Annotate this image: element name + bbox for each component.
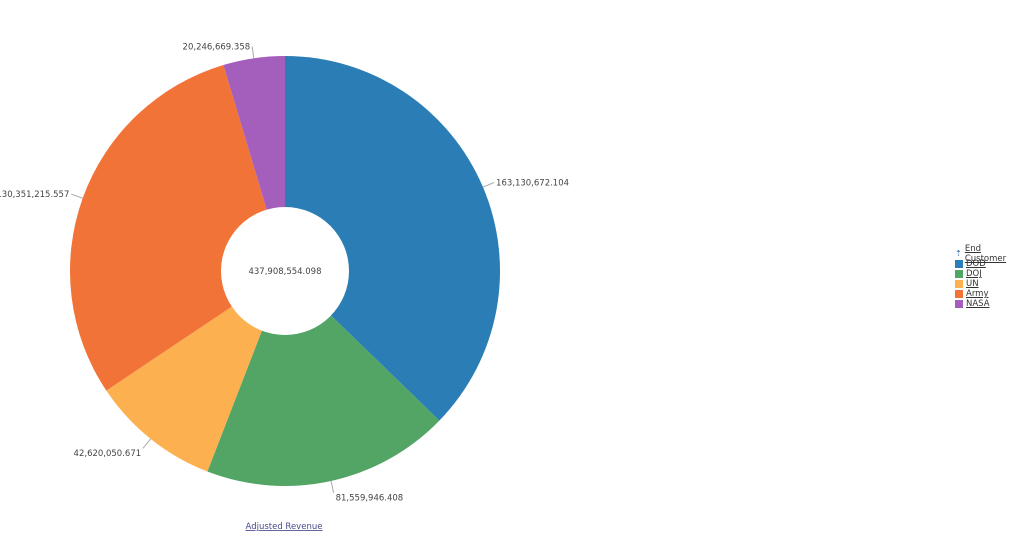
slices-group	[70, 56, 501, 486]
legend-items: DOD DOJ UN Army NASA	[955, 259, 1024, 309]
legend-item-army[interactable]: Army	[955, 289, 1024, 299]
slice-labels-group: 163,130,672.104 81,559,946.408 42,620,050.…	[0, 42, 569, 503]
slice-dod[interactable]	[285, 56, 501, 421]
center-total-label: 437,908,554.098	[248, 267, 321, 277]
legend-swatch	[955, 300, 963, 308]
legend-swatch	[955, 290, 963, 298]
legend-item-label: Army	[966, 289, 989, 299]
slice-un[interactable]	[106, 271, 285, 472]
slice-label-doj: 81,559,946.408	[336, 494, 404, 504]
donut-hole	[221, 207, 349, 335]
legend-item-doj[interactable]: DOJ	[955, 269, 1024, 279]
leader-line-doj	[330, 480, 335, 493]
legend-item-label: DOJ	[966, 269, 982, 279]
legend-item-label: DOD	[966, 259, 986, 269]
legend-item-nasa[interactable]: NASA	[955, 299, 1024, 309]
slice-label-dod: 163,130,672.104	[496, 179, 569, 189]
slice-army[interactable]	[70, 65, 285, 391]
legend-title[interactable]: End Customer	[964, 243, 1007, 264]
legend-item-un[interactable]: UN	[955, 279, 1024, 289]
leader-line-dod	[482, 182, 495, 188]
legend-swatch	[955, 270, 963, 278]
legend: ⇡ End Customer DOD DOJ UN Army NASA	[955, 244, 1024, 309]
slice-label-army: 130,351,215.557	[0, 190, 69, 200]
legend-swatch	[955, 260, 963, 268]
legend-item-dod[interactable]: DOD	[955, 259, 1024, 269]
legend-title-row[interactable]: ⇡ End Customer	[955, 244, 1024, 264]
measure-title[interactable]: Adjusted Revenue	[246, 522, 323, 532]
legend-swatch	[955, 280, 963, 288]
slice-label-un: 42,620,050.671	[74, 449, 142, 459]
leader-line-army	[71, 193, 83, 199]
slice-label-nasa: 20,246,669.358	[183, 42, 251, 52]
legend-item-label: UN	[966, 279, 979, 289]
leader-line-nasa	[251, 46, 255, 59]
leader-line-un	[142, 438, 152, 449]
legend-item-label: NASA	[966, 299, 990, 309]
sort-icon[interactable]: ⇡	[955, 249, 962, 258]
